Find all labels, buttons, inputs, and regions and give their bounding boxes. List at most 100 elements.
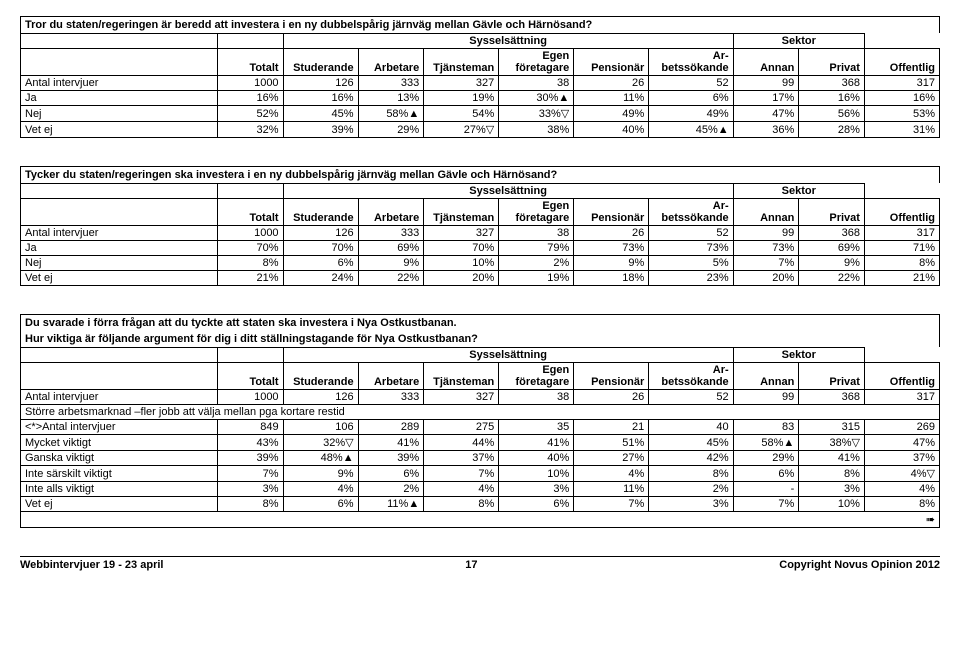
col-header: Tjänsteman xyxy=(424,49,499,76)
data-cell: 2% xyxy=(358,482,424,497)
col-header: Tjänsteman xyxy=(424,199,499,226)
data-cell: 40% xyxy=(574,122,649,138)
col-header: Offentlig xyxy=(864,49,939,76)
data-cell: 1000 xyxy=(217,76,283,91)
data-cell: 6% xyxy=(499,497,574,512)
data-cell: 49% xyxy=(649,106,733,122)
data-cell: 45% xyxy=(283,106,358,122)
data-cell: 54% xyxy=(424,106,499,122)
data-cell: 40 xyxy=(649,420,733,435)
col-header: Offentlig xyxy=(864,363,939,390)
data-cell: 58%▲ xyxy=(733,435,799,451)
col-header: Privat xyxy=(799,199,865,226)
table-row: Antal intervjuer100012633332738265299368… xyxy=(21,390,940,405)
table-row: Antal intervjuer100012633332738265299368… xyxy=(21,226,940,241)
col-header: Arbetare xyxy=(358,49,424,76)
data-cell: 43% xyxy=(217,435,283,451)
table-row: Inte särskilt viktigt7%9%6%7%10%4%8%6%8%… xyxy=(21,466,940,482)
table-row: Ja70%70%69%70%79%73%73%73%69%71% xyxy=(21,241,940,256)
data-cell: 8% xyxy=(864,497,939,512)
col-header: Annan xyxy=(733,363,799,390)
col-header: Ar-betssökande xyxy=(649,199,733,226)
data-cell: 5% xyxy=(649,256,733,271)
data-cell: 6% xyxy=(733,466,799,482)
col-header: Annan xyxy=(733,199,799,226)
data-cell: 10% xyxy=(799,497,865,512)
data-cell: 73% xyxy=(733,241,799,256)
data-cell: 126 xyxy=(283,76,358,91)
col-header: Studerande xyxy=(283,49,358,76)
data-cell: 315 xyxy=(799,420,865,435)
data-cell: 23% xyxy=(649,271,733,286)
data-cell: 11% xyxy=(574,91,649,106)
row-label: Nej xyxy=(21,106,218,122)
data-cell: 10% xyxy=(499,466,574,482)
data-cell: 327 xyxy=(424,76,499,91)
row-label: Mycket viktigt xyxy=(21,435,218,451)
data-cell: 3% xyxy=(799,482,865,497)
data-cell: 7% xyxy=(733,256,799,271)
data-cell: 99 xyxy=(733,226,799,241)
data-cell: 333 xyxy=(358,390,424,405)
data-cell: 16% xyxy=(799,91,865,106)
data-cell: 31% xyxy=(864,122,939,138)
data-cell: 8% xyxy=(649,466,733,482)
data-cell: 19% xyxy=(499,271,574,286)
data-cell: 71% xyxy=(864,241,939,256)
data-cell: 8% xyxy=(799,466,865,482)
group-sysselsattning: Sysselsättning xyxy=(283,348,733,363)
table-row: Vet ej32%39%29%27%▽38%40%45%▲36%28%31% xyxy=(21,122,940,138)
col-header: Egenföretagare xyxy=(499,363,574,390)
data-cell: 317 xyxy=(864,390,939,405)
data-cell: 9% xyxy=(574,256,649,271)
data-cell: 2% xyxy=(499,256,574,271)
data-cell: 7% xyxy=(217,466,283,482)
data-cell: 269 xyxy=(864,420,939,435)
group-sektor: Sektor xyxy=(733,184,864,199)
question-text: Tycker du staten/regeringen ska invester… xyxy=(20,166,940,183)
col-header: Ar-betssökande xyxy=(649,49,733,76)
page-footer: Webbintervjuer 19 - 23 april 17 Copyrigh… xyxy=(20,556,940,571)
data-cell: 42% xyxy=(649,451,733,466)
data-cell: 333 xyxy=(358,76,424,91)
question-text: Tror du staten/regeringen är beredd att … xyxy=(20,16,940,33)
data-cell: 32% xyxy=(217,122,283,138)
data-cell: 49% xyxy=(574,106,649,122)
data-cell: 52 xyxy=(649,76,733,91)
data-cell: 10% xyxy=(424,256,499,271)
table-row: Inte alls viktigt3%4%2%4%3%11%2%-3%4% xyxy=(21,482,940,497)
data-cell: 38 xyxy=(499,390,574,405)
data-cell: 126 xyxy=(283,226,358,241)
data-cell: 41% xyxy=(499,435,574,451)
col-header: Egenföretagare xyxy=(499,199,574,226)
data-cell: 2% xyxy=(649,482,733,497)
table-row: Mycket viktigt43%32%▽41%44%41%51%45%58%▲… xyxy=(21,435,940,451)
data-cell: 73% xyxy=(574,241,649,256)
table-row: Ganska viktigt39%48%▲39%37%40%27%42%29%4… xyxy=(21,451,940,466)
data-cell: 69% xyxy=(358,241,424,256)
row-label: Antal intervjuer xyxy=(21,390,218,405)
data-cell: 106 xyxy=(283,420,358,435)
sub-heading: Större arbetsmarknad –fler jobb att välj… xyxy=(21,405,940,420)
table-row: Ja16%16%13%19%30%▲11%6%17%16%16% xyxy=(21,91,940,106)
data-cell: 9% xyxy=(799,256,865,271)
data-cell: 3% xyxy=(649,497,733,512)
col-header: Pensionär xyxy=(574,199,649,226)
data-cell: 58%▲ xyxy=(358,106,424,122)
data-cell: 1000 xyxy=(217,226,283,241)
data-cell: 16% xyxy=(217,91,283,106)
footer-center: 17 xyxy=(465,559,477,571)
data-cell: 317 xyxy=(864,226,939,241)
data-cell: 327 xyxy=(424,226,499,241)
data-cell: 39% xyxy=(358,451,424,466)
data-cell: 45% xyxy=(649,435,733,451)
data-cell: 47% xyxy=(864,435,939,451)
col-header: Offentlig xyxy=(864,199,939,226)
data-cell: 52% xyxy=(217,106,283,122)
data-cell: 11%▲ xyxy=(358,497,424,512)
data-cell: - xyxy=(733,482,799,497)
data-cell: 27%▽ xyxy=(424,122,499,138)
col-header: Egenföretagare xyxy=(499,49,574,76)
data-cell: 8% xyxy=(864,256,939,271)
data-cell: 40% xyxy=(499,451,574,466)
